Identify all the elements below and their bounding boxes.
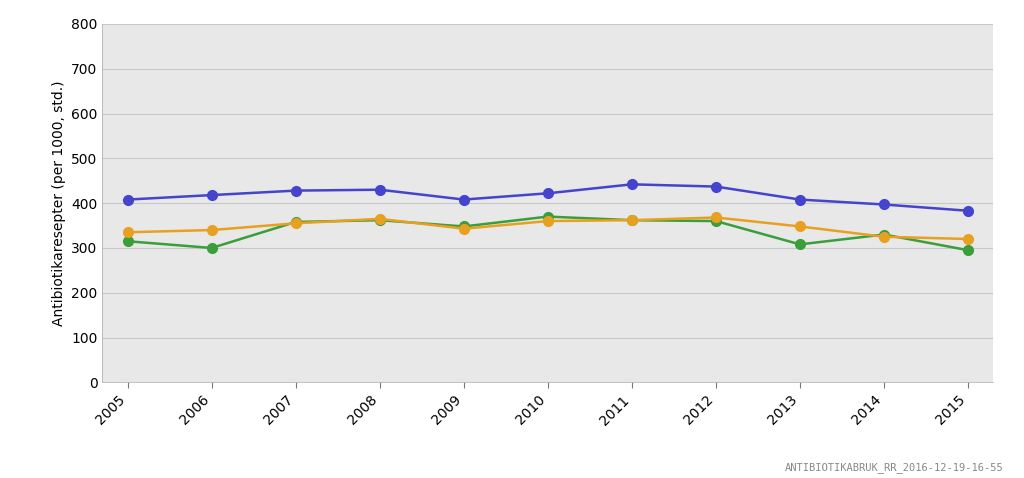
Nordreisa	[878, 232, 890, 238]
Hele landet	[122, 197, 134, 203]
Troms	[962, 236, 974, 242]
Troms	[626, 217, 638, 223]
Troms	[794, 224, 806, 229]
Troms	[878, 234, 890, 239]
Y-axis label: Antibiotikaresepter (per 1000, std.): Antibiotikaresepter (per 1000, std.)	[51, 80, 66, 326]
Hele landet	[962, 208, 974, 214]
Hele landet	[290, 188, 302, 194]
Line: Troms: Troms	[123, 213, 973, 244]
Nordreisa	[206, 245, 218, 251]
Hele landet	[710, 184, 722, 189]
Nordreisa	[794, 241, 806, 247]
Troms	[122, 229, 134, 235]
Troms	[542, 218, 554, 224]
Line: Hele landet: Hele landet	[123, 179, 973, 216]
Text: ANTIBIOTIKABRUK_RR_2016-12-19-16-55: ANTIBIOTIKABRUK_RR_2016-12-19-16-55	[784, 462, 1004, 473]
Hele landet	[878, 202, 890, 207]
Line: Nordreisa: Nordreisa	[123, 212, 973, 255]
Nordreisa	[626, 217, 638, 223]
Hele landet	[374, 187, 386, 193]
Troms	[458, 226, 470, 231]
Troms	[290, 220, 302, 226]
Nordreisa	[542, 214, 554, 219]
Nordreisa	[458, 224, 470, 229]
Nordreisa	[122, 239, 134, 244]
Hele landet	[206, 192, 218, 198]
Troms	[374, 216, 386, 222]
Hele landet	[626, 182, 638, 187]
Nordreisa	[962, 247, 974, 253]
Hele landet	[458, 197, 470, 203]
Troms	[206, 227, 218, 233]
Hele landet	[794, 197, 806, 203]
Troms	[710, 215, 722, 220]
Nordreisa	[290, 219, 302, 225]
Nordreisa	[374, 217, 386, 223]
Hele landet	[542, 190, 554, 196]
Nordreisa	[710, 218, 722, 224]
